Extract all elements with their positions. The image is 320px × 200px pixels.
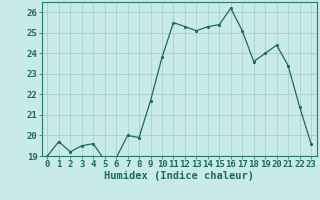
X-axis label: Humidex (Indice chaleur): Humidex (Indice chaleur) xyxy=(104,171,254,181)
